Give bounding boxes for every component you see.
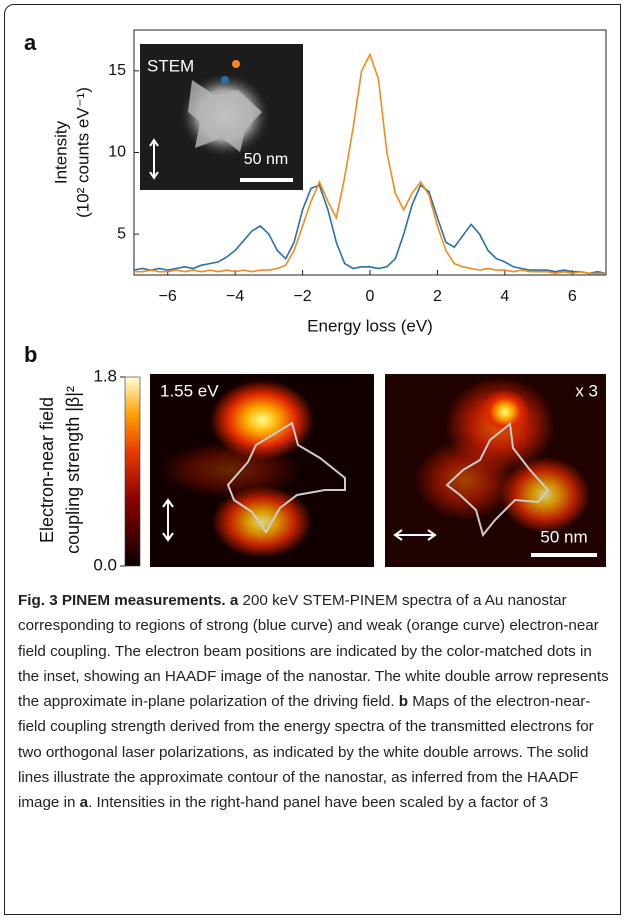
y-axis-label: Intensity bbox=[51, 120, 70, 184]
figure-frame bbox=[4, 4, 621, 915]
caption: Fig. 3 PINEM measurements. a 200 keV STE… bbox=[18, 588, 612, 816]
panel-label: a bbox=[24, 30, 37, 55]
x-tick-label: 0 bbox=[366, 288, 375, 305]
colorbar-tick-label: 1.8 bbox=[93, 366, 117, 385]
caption-bold: Fig. 3 PINEM measurements. a bbox=[18, 592, 239, 609]
colorbar-label: Electron-near field bbox=[37, 397, 57, 543]
y-tick-label: 10 bbox=[108, 144, 126, 161]
inset-label: STEM bbox=[147, 56, 194, 75]
polarization-arrow bbox=[393, 529, 437, 541]
polarization-arrow bbox=[149, 138, 159, 180]
scale-bar-label: 50 nm bbox=[540, 527, 587, 546]
figure: a b −6 −4 −2 0 2 4 6 5 10 15 Energy loss (eV) Inten… bbox=[24, 29, 607, 574]
x-tick-label: −2 bbox=[293, 288, 311, 305]
map-label: 1.55 eV bbox=[160, 381, 219, 400]
hotspot bbox=[160, 442, 300, 498]
caption-text: Maps of the electron-near-field coupling… bbox=[18, 693, 594, 812]
contour bbox=[226, 421, 346, 534]
hotspot bbox=[481, 390, 529, 434]
series-line bbox=[134, 52, 606, 275]
x-tick-label: −4 bbox=[226, 288, 244, 305]
caption-bold: a bbox=[79, 794, 89, 812]
y-tick-label: 15 bbox=[108, 62, 126, 79]
panel-label: b bbox=[24, 342, 37, 367]
hotspot bbox=[210, 380, 314, 460]
x-tick-label: 2 bbox=[433, 288, 442, 305]
y-axis-label: (10² counts eV⁻¹) bbox=[73, 87, 92, 218]
colorbar-tick-label: 0.0 bbox=[93, 555, 117, 574]
series-line bbox=[133, 183, 607, 275]
x-axis-label: Energy loss (eV) bbox=[307, 316, 433, 335]
hotspot bbox=[415, 440, 515, 520]
colorbar-label: coupling strength |β|² bbox=[63, 386, 83, 554]
contour bbox=[445, 422, 550, 538]
caption-text: 200 keV STEM-PINEM spectra of a Au nanos… bbox=[18, 592, 609, 711]
polarization-arrow bbox=[162, 498, 174, 542]
scale-bar-label: 50 nm bbox=[244, 151, 288, 168]
y-tick-label: 5 bbox=[117, 225, 126, 242]
beam-dot bbox=[232, 60, 240, 68]
colorbar bbox=[124, 376, 141, 567]
caption-text: . Intensities in the right-hand panel ha… bbox=[88, 794, 549, 812]
x-tick-label: 6 bbox=[568, 288, 577, 305]
beam-dot bbox=[221, 76, 229, 84]
hotspot bbox=[212, 486, 312, 558]
x-tick-label: 4 bbox=[500, 288, 509, 305]
x-tick-label: −6 bbox=[159, 288, 177, 305]
map-label: x 3 bbox=[575, 381, 598, 400]
caption-bold: b bbox=[398, 693, 409, 711]
nanostar bbox=[188, 80, 262, 152]
